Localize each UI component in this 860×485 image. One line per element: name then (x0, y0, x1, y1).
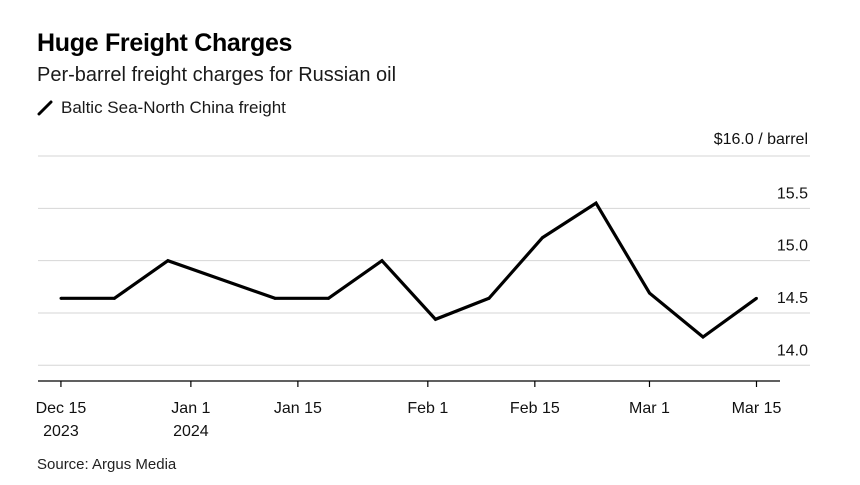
data-point (220, 278, 223, 281)
series-line (60, 200, 758, 340)
y-tick-label: 14.5 (777, 290, 808, 307)
data-point (648, 291, 651, 295)
y-tick-label: 15.5 (777, 185, 808, 202)
data-point (701, 335, 705, 339)
x-tick-label: Mar 1 (629, 400, 670, 417)
data-point (541, 236, 544, 240)
legend-label: Baltic Sea-North China freight (61, 98, 286, 117)
data-point (166, 259, 170, 263)
chart-subtitle: Per-barrel freight charges for Russian o… (37, 64, 397, 86)
x-tick-year-label: 2024 (173, 423, 209, 440)
data-point (755, 296, 758, 300)
legend-line-icon (37, 100, 53, 116)
source-note: Source: Argus Media (37, 456, 177, 473)
y-tick-label: 14.0 (777, 342, 808, 359)
data-point (327, 296, 330, 300)
legend: Baltic Sea-North China freight (37, 98, 286, 118)
x-tick-label: Feb 1 (407, 400, 448, 417)
chart-title: Huge Freight Charges (37, 29, 293, 57)
data-point (594, 201, 598, 205)
data-point (273, 296, 277, 300)
data-point (434, 317, 437, 321)
y-tick-label: $16.0 / barrel (714, 131, 808, 148)
data-point (59, 296, 63, 300)
data-point (380, 259, 384, 263)
x-tick-year-label: 2023 (43, 423, 79, 440)
data-point (487, 296, 491, 300)
data-point (113, 296, 116, 300)
x-tick-label: Jan 15 (274, 400, 322, 417)
x-tick-label: Mar 15 (732, 400, 782, 417)
x-tick-label: Dec 15 (36, 400, 87, 417)
x-tick-label: Jan 1 (171, 400, 210, 417)
x-tick-label: Feb 15 (510, 400, 560, 417)
y-tick-label: 15.0 (777, 238, 808, 255)
